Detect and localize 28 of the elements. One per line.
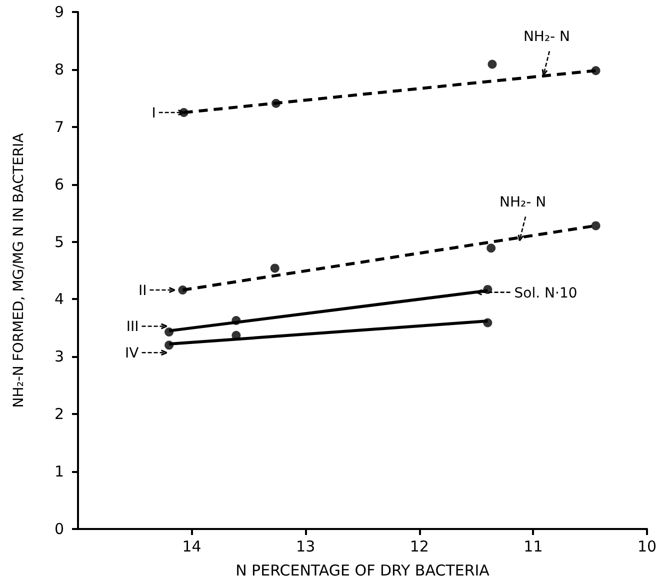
y-axis-title: NH₂-N FORMED, MG/MG N IN BACTERIA — [11, 132, 27, 408]
y-tick-label: 3 — [54, 348, 64, 366]
y-tick-label: 1 — [54, 462, 64, 481]
point — [270, 264, 280, 273]
point — [488, 60, 497, 69]
x-axis-title: N PERCENTAGE OF DRY BACTERIA — [236, 562, 490, 580]
y-tick-label: 8 — [54, 60, 64, 78]
x-tick-label: 12 — [410, 538, 429, 556]
y-tick-label: 2 — [54, 405, 64, 424]
x-tick-label: 11 — [524, 538, 543, 556]
y-tick-label: 6 — [54, 175, 64, 194]
y-tick-label: 7 — [54, 118, 64, 136]
y-tick-label: 9 — [54, 3, 64, 21]
x-tick-label: 14 — [182, 538, 202, 556]
annotation: NH₂- N — [523, 29, 570, 46]
annotation: I — [152, 106, 156, 122]
annotation: NH₂- N — [500, 194, 546, 211]
x-tick-label: 10 — [637, 538, 657, 556]
point — [486, 244, 496, 253]
annotation: Sol. N·10 — [514, 285, 578, 302]
annotation: III — [126, 319, 139, 336]
y-tick-label: 5 — [54, 232, 64, 251]
x-tick-label: 13 — [296, 538, 316, 556]
point — [591, 221, 600, 230]
y-tick-label: 0 — [54, 520, 64, 538]
annotation: IV — [125, 346, 140, 362]
y-tick-label: 4 — [54, 290, 64, 308]
annotation: II — [138, 283, 147, 300]
